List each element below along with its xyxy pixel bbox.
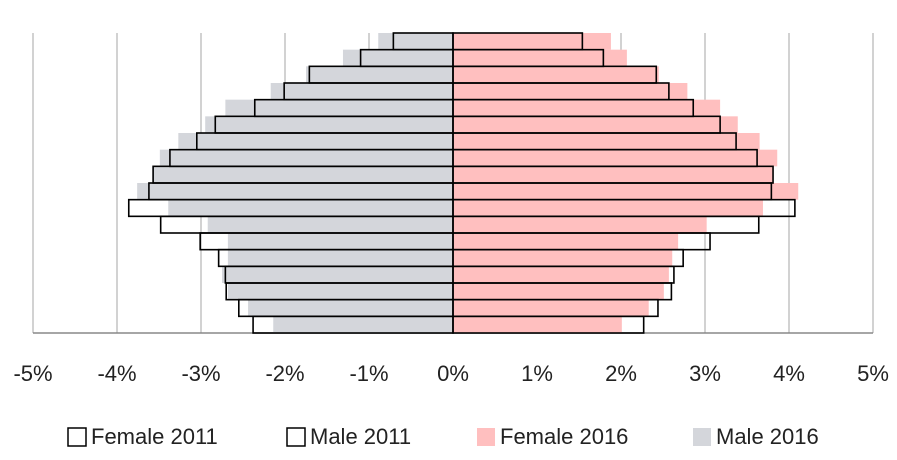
bar: [453, 66, 659, 83]
legend-label: Male 2011: [310, 424, 411, 449]
legend-label: Female 2016: [500, 424, 628, 449]
bar: [227, 283, 453, 300]
bar: [225, 99, 453, 117]
bar: [252, 315, 454, 334]
bar: [453, 316, 622, 333]
bar: [222, 266, 453, 283]
bar: [453, 49, 627, 67]
x-tick-label: 4%: [773, 361, 805, 386]
x-tick-label: 0%: [437, 361, 469, 386]
bar: [453, 266, 669, 283]
legend-swatch: [477, 428, 495, 446]
bar: [453, 33, 611, 50]
legend-label: Female 2011: [91, 424, 218, 449]
bar: [378, 33, 453, 50]
x-tick-label: -2%: [265, 361, 304, 386]
x-tick-label: 3%: [689, 361, 721, 386]
bar: [453, 133, 760, 150]
bar: [453, 116, 738, 133]
bar: [453, 166, 774, 183]
bar: [227, 233, 453, 250]
bar: [453, 216, 707, 233]
bar: [137, 183, 453, 200]
bar: [342, 49, 453, 67]
bar: [152, 166, 453, 183]
legend-label: Male 2016: [716, 424, 819, 449]
x-tick-label: 1%: [521, 361, 553, 386]
x-tick-label: -1%: [349, 361, 388, 386]
bar: [207, 216, 453, 233]
bar: [453, 199, 763, 217]
bar: [273, 316, 453, 333]
x-tick-label: -4%: [97, 361, 136, 386]
bar: [205, 116, 453, 133]
legend-swatch: [693, 428, 711, 446]
bar: [168, 199, 454, 217]
bar: [227, 249, 453, 267]
bar: [270, 83, 453, 100]
bar: [248, 299, 453, 317]
x-tick-label: 5%: [857, 361, 889, 386]
bar: [453, 149, 778, 167]
x-tick-label: 2%: [605, 361, 637, 386]
x-tick-label: -3%: [181, 361, 220, 386]
bar: [306, 66, 453, 83]
legend-swatch: [67, 427, 87, 447]
bar: [178, 133, 453, 150]
bar: [453, 283, 664, 300]
bar: [453, 249, 673, 267]
bar: [453, 183, 799, 200]
bar: [159, 149, 453, 167]
legend-swatch: [286, 427, 306, 447]
bar: [453, 299, 649, 317]
bar: [453, 233, 679, 250]
bar: [453, 83, 688, 100]
bar: [453, 99, 721, 117]
x-tick-label: -5%: [13, 361, 52, 386]
